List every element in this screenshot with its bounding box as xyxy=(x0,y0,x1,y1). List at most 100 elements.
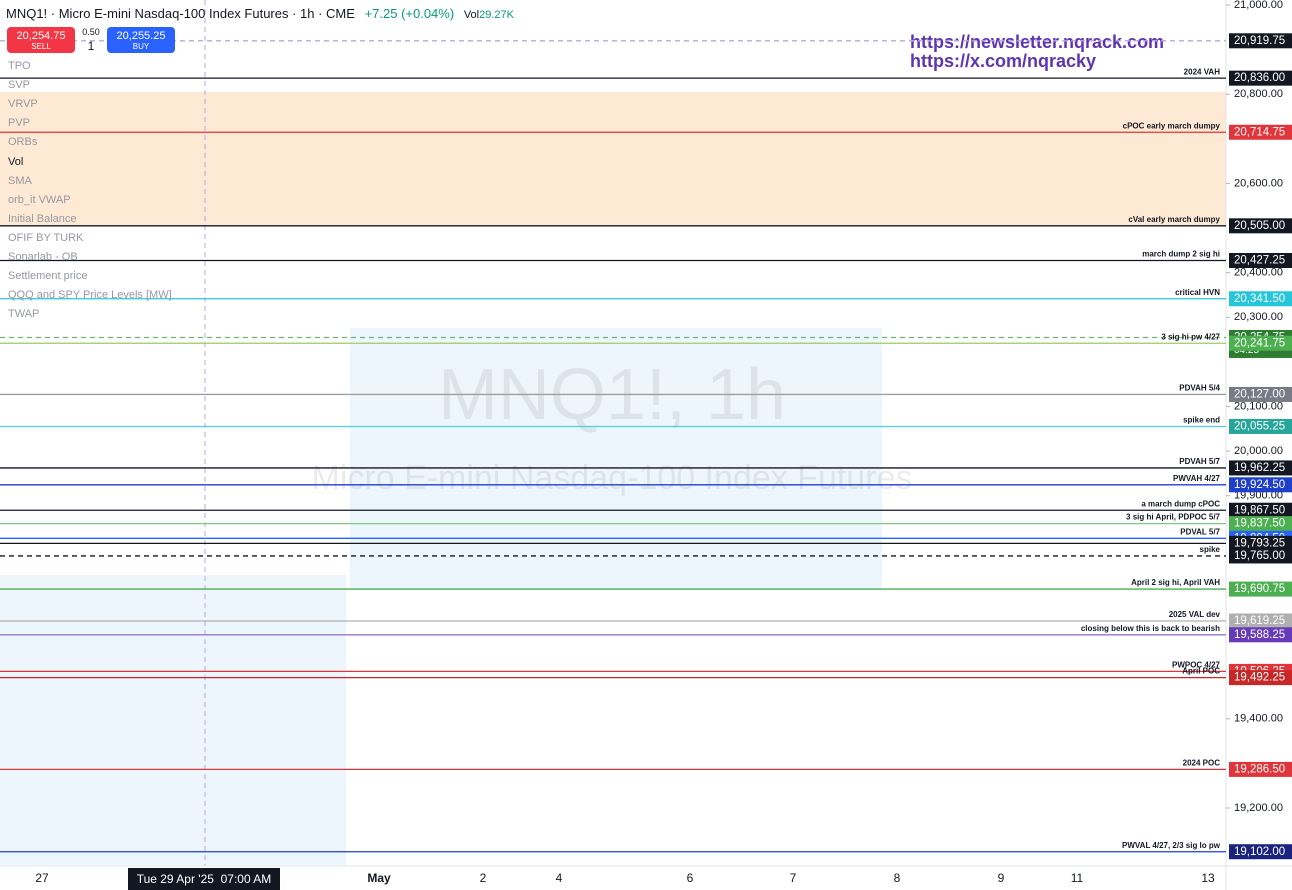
supply-zone xyxy=(0,92,1226,226)
y-tick-label: 20,000.00 xyxy=(1234,445,1283,457)
price-label: 19,286.50 xyxy=(1234,763,1285,775)
price-label-box xyxy=(1229,627,1292,643)
price-label-box xyxy=(1229,581,1292,597)
x-tick-label: 4 xyxy=(556,871,563,885)
price-label-box xyxy=(1229,516,1292,532)
indicator[interactable]: Initial Balance xyxy=(8,212,77,225)
y-tick-label: 20,100.00 xyxy=(1234,400,1283,412)
x-tick-label: 2 xyxy=(480,871,487,885)
indicator[interactable]: SMA xyxy=(8,174,32,187)
change: +7.25 (+0.04%) xyxy=(364,6,455,21)
indicator[interactable]: Settlement price xyxy=(8,270,88,283)
level-note: 2025 VAL dev xyxy=(1169,610,1221,619)
level-note: spike end xyxy=(1183,416,1220,425)
y-tick-label: 19,200.00 xyxy=(1234,802,1283,814)
indicator[interactable]: PVP xyxy=(8,117,31,130)
price-label: 20,341.50 xyxy=(1234,293,1285,305)
sell-price: 20,254.75 xyxy=(16,30,66,42)
price-label-box xyxy=(1229,253,1292,269)
price-label: 19,102.00 xyxy=(1234,846,1285,858)
price-label-box xyxy=(1229,70,1292,86)
price-label: 20,714.75 xyxy=(1234,126,1285,138)
buy-button[interactable]: 20,255.25 BUY xyxy=(107,27,175,53)
level-note: critical HVN xyxy=(1175,288,1220,297)
indicator[interactable]: VRVP xyxy=(8,98,38,111)
price-label-box xyxy=(1229,613,1292,629)
price-label: 20,427.25 xyxy=(1234,255,1285,267)
y-tick-label: 20,600.00 xyxy=(1234,177,1283,189)
price-label: 19,837.50 xyxy=(1234,518,1285,530)
link[interactable]: https://newsletter.nqrack.com xyxy=(910,32,1164,52)
price-label: 20,241.75 xyxy=(1234,337,1285,349)
level-note: cPOC early march dumpy xyxy=(1123,121,1221,130)
price-label: 19,924.50 xyxy=(1234,479,1285,491)
price-label-box xyxy=(1229,335,1292,351)
price-label-box xyxy=(1229,844,1292,860)
indicator[interactable]: TWAP xyxy=(8,308,40,321)
x-tick-label: 13 xyxy=(1201,871,1215,885)
price-label: 19,492.25 xyxy=(1234,672,1285,684)
level-note: April 2 sig hi, April VAH xyxy=(1131,578,1220,587)
price-label-box xyxy=(1229,477,1292,493)
indicator[interactable]: TPO xyxy=(8,60,31,72)
sell-button[interactable]: 20,254.75 SELL xyxy=(7,27,75,53)
y-tick-label: 20,400.00 xyxy=(1234,267,1283,279)
price-label: 20,055.25 xyxy=(1234,420,1285,432)
volume-profile-area xyxy=(0,575,346,865)
symbol[interactable]: MNQ1! · Micro E-mini Nasdaq-100 Index Fu… xyxy=(6,6,355,21)
price-label-box xyxy=(1229,535,1292,551)
x-tick-label: 7 xyxy=(790,871,797,885)
level-note: march dump 2 sig hi xyxy=(1142,250,1220,259)
y-tick-label: 20,300.00 xyxy=(1234,311,1283,323)
y-tick-label: 19,400.00 xyxy=(1234,713,1283,725)
price-label-box xyxy=(1229,418,1292,434)
symbol-header: MNQ1! · Micro E-mini Nasdaq-100 Index Fu… xyxy=(6,6,514,21)
x-tick-label: 8 xyxy=(894,871,901,885)
price-label: 19,793.25 xyxy=(1234,537,1285,549)
spread: 0.50 1 xyxy=(78,27,104,53)
indicator[interactable]: Sonarlab - OB xyxy=(8,251,78,263)
price-label: 20,836.00 xyxy=(1234,72,1285,84)
y-tick-label: 20,800.00 xyxy=(1234,88,1283,100)
indicator[interactable]: Vol xyxy=(8,155,24,168)
price-label-box xyxy=(1229,460,1292,476)
level-note: PDVAH 5/7 xyxy=(1179,457,1220,466)
indicator[interactable]: SVP xyxy=(8,79,31,92)
level-note: spike xyxy=(1200,545,1221,554)
price-label-box xyxy=(1229,33,1292,49)
level-note: PDVAH 5/4 xyxy=(1179,384,1220,393)
price-label-box xyxy=(1229,291,1292,307)
x-tick-label: 6 xyxy=(687,871,694,885)
quantity[interactable]: 1 xyxy=(87,39,95,53)
price-label: 19,962.25 xyxy=(1234,462,1285,474)
volume-profile-area xyxy=(350,328,882,590)
indicator[interactable]: orb_it VWAP xyxy=(8,193,71,206)
spread-value: 0.50 xyxy=(82,27,100,37)
indicator[interactable]: ORBs xyxy=(8,136,38,149)
level-note: 2024 VAH xyxy=(1184,67,1221,76)
x-tick-label: May xyxy=(367,871,391,885)
cursor-date: Tue 29 Apr '25 xyxy=(136,872,214,886)
price-label: 20,505.00 xyxy=(1234,220,1285,232)
x-tick-label: 11 xyxy=(1071,871,1084,885)
indicator[interactable]: OFIF BY TURK xyxy=(8,231,84,244)
vol-value: 29.27K xyxy=(479,9,514,21)
indicator[interactable]: QQQ and SPY Price Levels [MW] xyxy=(8,289,172,302)
link[interactable]: https://x.com/nqracky xyxy=(910,51,1096,71)
x-tick-label: 27 xyxy=(35,871,49,885)
level-note: PDVAL 5/7 xyxy=(1180,527,1220,536)
price-label-box xyxy=(1229,218,1292,234)
level-note: closing below this is back to bearish xyxy=(1081,624,1220,633)
level-note: PWPOC 4/27 xyxy=(1172,660,1221,669)
watermark: Micro E-mini Nasdaq-100 Index Futures xyxy=(312,459,913,497)
price-label: 20,127.00 xyxy=(1234,388,1285,400)
level-note: 3 sig hi pw 4/27 xyxy=(1161,332,1220,341)
price-label-box xyxy=(1229,670,1292,686)
price-label-box xyxy=(1229,124,1292,140)
price-label-box xyxy=(1229,386,1292,402)
price-label-box xyxy=(1229,548,1292,564)
x-tick-label: 9 xyxy=(998,871,1005,885)
level-note: a march dump cPOC xyxy=(1141,499,1220,508)
